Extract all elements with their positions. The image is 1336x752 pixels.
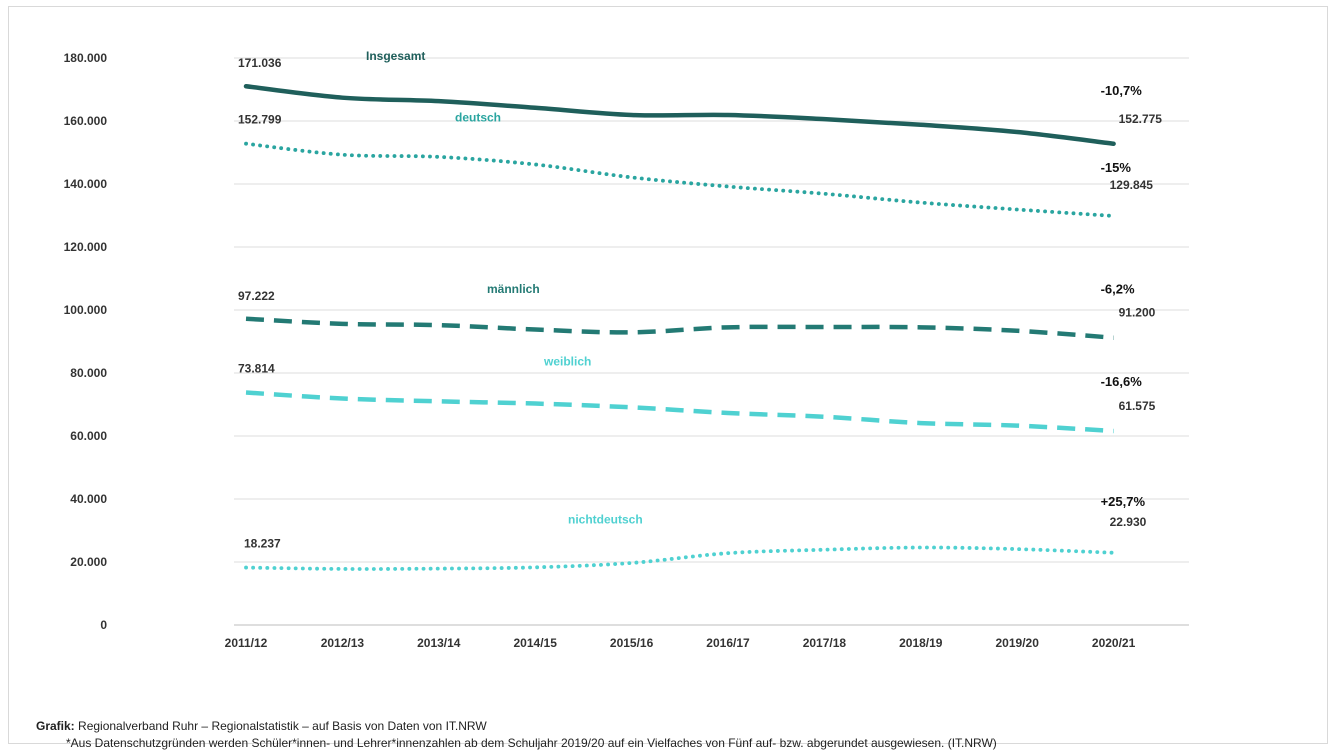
series-line-Insgesamt (243, 83, 1116, 147)
end-value-label: 22.930 (1110, 515, 1147, 529)
start-value-label: 152.799 (238, 113, 282, 127)
change-percent-label: -10,7% (1101, 83, 1143, 98)
x-tick-label: 2012/13 (321, 636, 365, 650)
y-tick-label: 0 (100, 618, 107, 632)
change-percent-label: -6,2% (1101, 282, 1135, 297)
series-line-weiblich (245, 390, 1114, 434)
y-tick-label: 40.000 (70, 492, 107, 506)
end-value-label: 152.775 (1119, 112, 1163, 126)
end-value-label: 91.200 (1119, 306, 1156, 320)
change-percent-label: -16,6% (1101, 374, 1143, 389)
x-tick-label: 2017/18 (803, 636, 847, 650)
x-tick-label: 2020/21 (1092, 636, 1136, 650)
start-value-label: 18.237 (244, 537, 281, 551)
series-name-label: nichtdeutsch (568, 513, 643, 527)
series-name-label: weiblich (543, 354, 591, 368)
series-name-label: männlich (487, 282, 540, 296)
x-tick-label: 2011/12 (225, 636, 268, 650)
line-chart: 0 20.000 40.000 60.000 80.000 100.000 120.000 1… (64, 49, 1189, 650)
y-tick-label: 60.000 (70, 429, 107, 443)
x-tick-label: 2014/15 (514, 636, 558, 650)
y-tick-label: 80.000 (70, 366, 107, 380)
y-tick-label: 100.000 (64, 303, 108, 317)
end-value-label: 61.575 (1119, 399, 1156, 413)
series-line-männlich (245, 316, 1114, 340)
y-tick-label: 140.000 (64, 177, 108, 191)
change-percent-label: -15% (1101, 160, 1132, 175)
footnote: *Aus Datenschutzgründen werden Schüler*i… (66, 736, 997, 750)
y-tick-label: 120.000 (64, 240, 108, 254)
change-percent-label: +25,7% (1101, 494, 1146, 509)
chart-footer: Grafik: Regionalverband Ruhr – Regionals… (36, 718, 997, 752)
x-tick-label: 2018/19 (899, 636, 943, 650)
series-line-nichtdeutsch (244, 545, 1116, 571)
series-name-label: Insgesamt (366, 49, 425, 63)
start-value-label: 73.814 (238, 361, 275, 375)
chart-frame: 0 20.000 40.000 60.000 80.000 100.000 120.000 1… (8, 6, 1328, 750)
y-tick-label: 20.000 (70, 555, 107, 569)
end-value-label: 129.845 (1110, 178, 1154, 192)
source-line: Grafik: Regionalverband Ruhr – Regionals… (36, 718, 997, 735)
start-value-label: 171.036 (238, 56, 282, 70)
series-line-deutsch (244, 141, 1116, 218)
x-tick-label: 2019/20 (996, 636, 1040, 650)
start-value-label: 97.222 (238, 289, 275, 303)
x-tick-label: 2015/16 (610, 636, 654, 650)
x-tick-label: 2016/17 (706, 636, 750, 650)
y-tick-label: 160.000 (64, 114, 108, 128)
x-tick-label: 2013/14 (417, 636, 461, 650)
source-text: Regionalverband Ruhr – Regionalstatistik… (74, 719, 487, 733)
series-name-label: deutsch (455, 111, 501, 125)
y-tick-label: 180.000 (64, 51, 108, 65)
source-prefix: Grafik: (36, 719, 75, 733)
